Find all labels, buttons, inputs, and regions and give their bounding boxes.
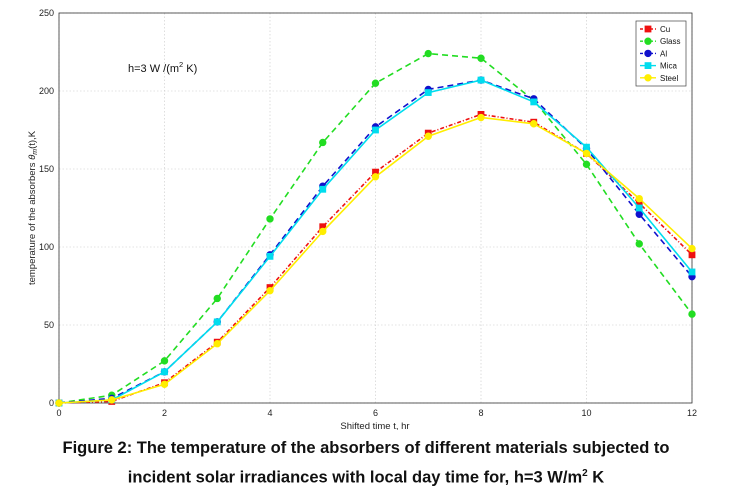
- legend-marker-mica: [644, 62, 652, 69]
- x-tick-labels: 0 2 4 6 8 10 12: [56, 408, 697, 418]
- heat-transfer-annotation: h=3 W /(m2 K): [128, 60, 197, 75]
- data-point-glass: [477, 54, 485, 62]
- data-point-steel: [160, 380, 169, 388]
- data-point-steel: [55, 399, 63, 407]
- data-point-mica: [372, 126, 379, 134]
- data-point-glass: [213, 294, 221, 303]
- data-point-steel: [266, 286, 274, 295]
- line-chart: 0 2 4 6 8 10 12 0 50 100 150 200 250 Shifted time t…: [27, 8, 697, 430]
- data-point-mica: [583, 143, 590, 151]
- data-point-glass: [424, 49, 432, 58]
- data-point-cu: [688, 251, 696, 259]
- y-tick-label: 200: [39, 86, 54, 96]
- legend-label-steel: Steel: [660, 74, 678, 83]
- data-point-glass: [319, 138, 327, 147]
- data-point-glass: [266, 215, 274, 223]
- y-tick-labels: 0 50 100 150 200 250: [39, 8, 54, 408]
- caption-line-1: Figure 2: The temperature of the absorbe…: [62, 439, 670, 457]
- legend-label-cu: Cu: [660, 25, 670, 34]
- data-point-mica: [319, 185, 327, 193]
- legend-entry-glass: Glass: [640, 37, 680, 46]
- x-tick-label: 10: [581, 408, 591, 418]
- data-point-mica: [161, 368, 168, 376]
- x-axis-label: Shifted time t, hr: [340, 421, 409, 430]
- data-point-steel: [688, 244, 696, 253]
- data-point-steel: [477, 113, 485, 122]
- data-point-mica: [688, 268, 696, 276]
- data-point-mica: [477, 76, 485, 84]
- legend-marker-steel: [644, 74, 652, 82]
- data-point-mica: [635, 204, 643, 212]
- legend: Cu Glass Al Mica Steel: [635, 20, 687, 87]
- y-axis-label: temperature of the absorbers θm(t),K: [27, 130, 39, 285]
- x-tick-label: 8: [478, 408, 483, 418]
- data-point-steel: [371, 173, 380, 181]
- data-point-glass: [371, 79, 380, 87]
- data-point-mica: [266, 252, 274, 260]
- data-point-glass: [582, 160, 591, 169]
- legend-label-glass: Glass: [660, 37, 680, 46]
- data-point-glass: [160, 357, 169, 365]
- data-point-steel: [424, 132, 432, 140]
- data-point-steel: [530, 120, 538, 128]
- legend-label-al: Al: [660, 49, 667, 58]
- data-point-steel: [582, 149, 591, 158]
- series-lines: [55, 49, 696, 407]
- legend-entry-steel: Steel: [640, 74, 678, 83]
- series-steel: [55, 113, 696, 407]
- x-tick-label: 4: [267, 408, 272, 418]
- data-point-glass: [635, 240, 643, 248]
- x-tick-label: 0: [56, 408, 61, 418]
- data-point-steel: [319, 227, 327, 236]
- data-point-steel: [635, 194, 643, 203]
- y-tick-label: 50: [44, 320, 54, 330]
- data-point-glass: [688, 310, 696, 318]
- legend-entry-al: Al: [640, 49, 667, 58]
- legend-entry-mica: Mica: [640, 62, 677, 71]
- data-point-steel: [108, 396, 116, 404]
- x-tick-label: 12: [687, 408, 697, 418]
- legend-label-mica: Mica: [660, 62, 677, 71]
- y-tick-label: 250: [39, 8, 54, 18]
- data-point-mica: [424, 89, 432, 96]
- x-tick-label: 2: [162, 408, 167, 418]
- legend-marker-glass: [644, 37, 652, 45]
- y-tick-label: 0: [49, 398, 54, 408]
- plot-frame: [58, 12, 693, 404]
- data-point-mica: [530, 98, 538, 106]
- caption-line-2: incident solar irradiances with local da…: [127, 468, 605, 487]
- legend-marker-al: [644, 49, 652, 58]
- y-tick-label: 150: [39, 164, 54, 174]
- data-point-mica: [213, 318, 221, 326]
- data-point-steel: [213, 340, 221, 348]
- series-line-glass: [58, 52, 693, 404]
- legend-marker-cu: [644, 25, 652, 33]
- legend-entry-cu: Cu: [640, 25, 670, 34]
- figure-caption: Figure 2: The temperature of the absorbe…: [0, 436, 732, 491]
- y-tick-label: 100: [39, 242, 54, 252]
- x-tick-label: 6: [373, 408, 378, 418]
